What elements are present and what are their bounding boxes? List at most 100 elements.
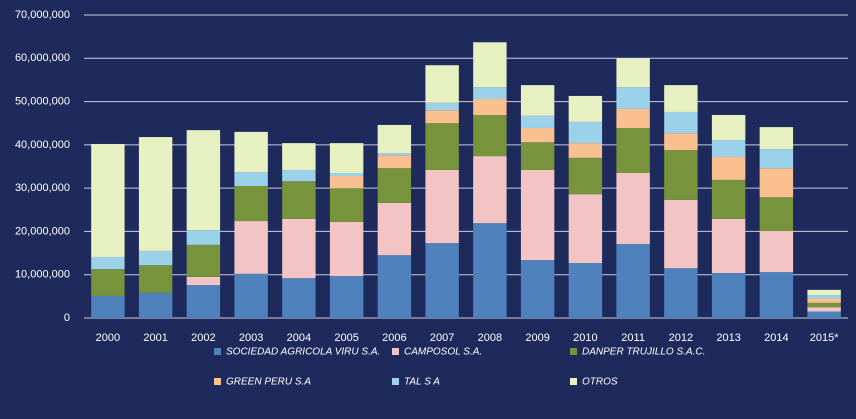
x-tick-label: 2000 (96, 332, 120, 344)
bar-segment (329, 188, 364, 222)
x-tick-label: 2014 (764, 332, 788, 344)
x-tick-label: 2006 (382, 332, 406, 344)
bar-segment (711, 140, 746, 157)
bar-segment (711, 272, 746, 318)
bar-segment (520, 127, 555, 143)
bar-segment (473, 42, 507, 88)
x-tick-label: 2002 (191, 332, 215, 344)
bar-segment (520, 169, 555, 260)
x-tick-label: 2001 (143, 332, 167, 344)
bar-segment (807, 302, 841, 308)
bar-segment (759, 272, 794, 318)
y-tick-label: 30,000,000 (15, 182, 70, 194)
bar-segment (234, 221, 268, 274)
bar-segment (282, 218, 316, 279)
bar-segment (759, 149, 794, 169)
bar-segment (568, 157, 603, 195)
bar-segment (759, 230, 794, 273)
bar-segment (138, 250, 173, 266)
bar-segment (138, 292, 173, 318)
bar-segment (377, 124, 412, 154)
y-tick-label: 10,000,000 (15, 269, 70, 281)
legend-label: TAL S A (404, 377, 440, 388)
bar-segment (807, 289, 841, 296)
bar-segment (282, 169, 316, 182)
bar-segment (234, 131, 268, 173)
bar-segment (616, 108, 650, 128)
bar-segment (234, 172, 268, 186)
bar-segment (664, 199, 698, 269)
bar-segment (138, 137, 173, 251)
bar-segment (807, 311, 841, 318)
bar-segment (425, 65, 459, 103)
bar-segment (186, 230, 221, 245)
bar-segment (377, 255, 412, 318)
bar-segment (473, 87, 507, 99)
bar-segment (568, 263, 603, 318)
y-tick-label: 50,000,000 (15, 95, 70, 107)
legend-swatch (392, 378, 399, 385)
bar-segment (91, 269, 125, 296)
bar-segment (91, 295, 125, 318)
x-tick-label: 2004 (287, 332, 311, 344)
bar-segment (664, 268, 698, 318)
x-tick-label: 2007 (430, 332, 454, 344)
bar-segment (759, 197, 794, 231)
bar-segment (425, 169, 459, 244)
bar-segment (664, 150, 698, 200)
bar-segment (234, 185, 268, 222)
bar-segment (282, 181, 316, 219)
x-tick-label: 2011 (621, 332, 645, 344)
bar-segment (568, 143, 603, 158)
bar-segment (807, 298, 841, 303)
bar-segment (91, 143, 125, 257)
legend-swatch (570, 348, 577, 355)
bar-segment (138, 265, 173, 293)
legend-label: CAMPOSOL S.A. (404, 347, 482, 358)
y-tick-label: 20,000,000 (15, 225, 70, 237)
bar-segment (473, 114, 507, 157)
bar-segment (186, 130, 221, 231)
bar-segment (377, 155, 412, 169)
bar-segment (711, 156, 746, 180)
bar-segment (711, 114, 746, 141)
bar-segment (329, 172, 364, 177)
legend-label: DANPER TRUJILLO S.A.C. (582, 347, 705, 358)
bar-segment (616, 172, 650, 244)
y-tick-label: 0 (64, 312, 70, 324)
bar-segment (377, 202, 412, 256)
legend-label: OTROS (582, 377, 618, 388)
bar-segment (664, 133, 698, 151)
bar-segment (759, 127, 794, 150)
x-tick-label: 2005 (334, 332, 358, 344)
x-tick-label: 2012 (669, 332, 693, 344)
x-tick-label: 2015* (810, 332, 839, 344)
bar-segment (616, 87, 650, 109)
legend-swatch (570, 378, 577, 385)
bar-segment (91, 256, 125, 270)
bar-segment (473, 156, 507, 224)
bar-segment (520, 259, 555, 318)
y-tick-label: 60,000,000 (15, 52, 70, 64)
legend: SOCIEDAD AGRICOLA VIRU S.A. CAMPOSOL S.A.… (214, 347, 705, 388)
legend-label: GREEN PERU S.A (226, 377, 311, 388)
bar-segment (664, 85, 698, 112)
bar-segment (473, 223, 507, 318)
bar-segment (425, 123, 459, 170)
bar-segment (377, 153, 412, 156)
bar-segment (329, 221, 364, 277)
bar-segment (759, 168, 794, 198)
bar-segment (329, 276, 364, 318)
bar-segment (520, 115, 555, 128)
y-tick-label: 40,000,000 (15, 139, 70, 151)
bar-segment (568, 194, 603, 264)
bar-segment (377, 168, 412, 203)
bar-segment (807, 295, 841, 299)
bar-segment (186, 285, 221, 318)
bar-segment (282, 278, 316, 318)
bar-segment (520, 85, 555, 116)
bar-segment (711, 218, 746, 273)
bar-segment (568, 95, 603, 122)
bar-segment (473, 98, 507, 115)
